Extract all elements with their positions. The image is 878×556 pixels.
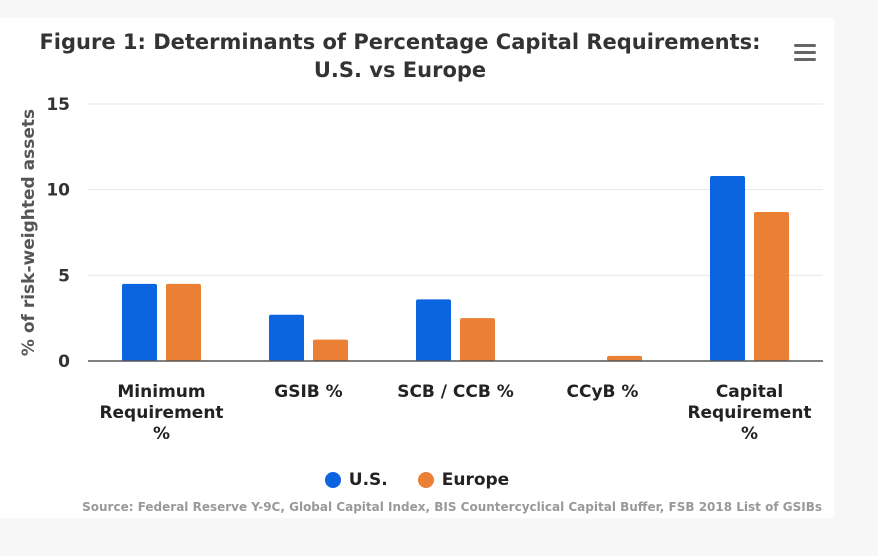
legend-marker-europe xyxy=(417,472,434,488)
bar-europe-4 xyxy=(754,211,789,361)
bar-us-1 xyxy=(269,314,304,361)
y-tick-label-10: 10 xyxy=(46,181,70,201)
y-tick-label-5: 5 xyxy=(58,266,70,286)
source-note: Source: Federal Reserve Y-9C, Global Cap… xyxy=(82,500,822,514)
bar-chart-plot: 0 5 10 15 % of risk-weighted assets Minimum Re… xyxy=(19,95,823,444)
menu-bar-middle xyxy=(794,51,816,54)
hamburger-menu-icon[interactable] xyxy=(792,40,818,62)
chart-title: Figure 1: Determinants of Percentage Cap… xyxy=(39,30,761,82)
chart-card: Figure 1: Determinants of Percentage Cap… xyxy=(0,18,834,518)
x-category-label-4: Capital Requirement% xyxy=(687,382,811,444)
y-axis-title: % of risk-weighted assets xyxy=(19,109,39,356)
y-tick-label-0: 0 xyxy=(58,352,70,372)
legend-label-us: U.S. xyxy=(348,470,388,490)
bar-us-2 xyxy=(416,299,451,361)
bar-us-0 xyxy=(122,283,157,361)
x-category-label-0: Minimum Requirement% xyxy=(99,382,223,444)
x-category-label-2: SCB / CCB % xyxy=(397,382,514,402)
bar-us-4 xyxy=(710,175,745,361)
x-category-label-3: CCyB % xyxy=(567,382,639,402)
bar-europe-2 xyxy=(460,318,495,361)
bar-europe-0 xyxy=(166,283,201,361)
legend-label-europe: Europe xyxy=(441,470,510,490)
menu-bar-bottom xyxy=(794,58,816,61)
x-category-label-1: GSIB % xyxy=(274,382,342,402)
bar-europe-3 xyxy=(607,355,642,361)
legend-item-europe[interactable]: Europe xyxy=(417,470,510,490)
legend-item-us[interactable]: U.S. xyxy=(324,470,388,490)
y-tick-label-15: 15 xyxy=(46,95,70,115)
legend-marker-us xyxy=(324,472,341,488)
menu-bar-top xyxy=(794,44,816,47)
bar-europe-1 xyxy=(313,339,348,361)
legend: U.S. Europe xyxy=(0,470,834,490)
